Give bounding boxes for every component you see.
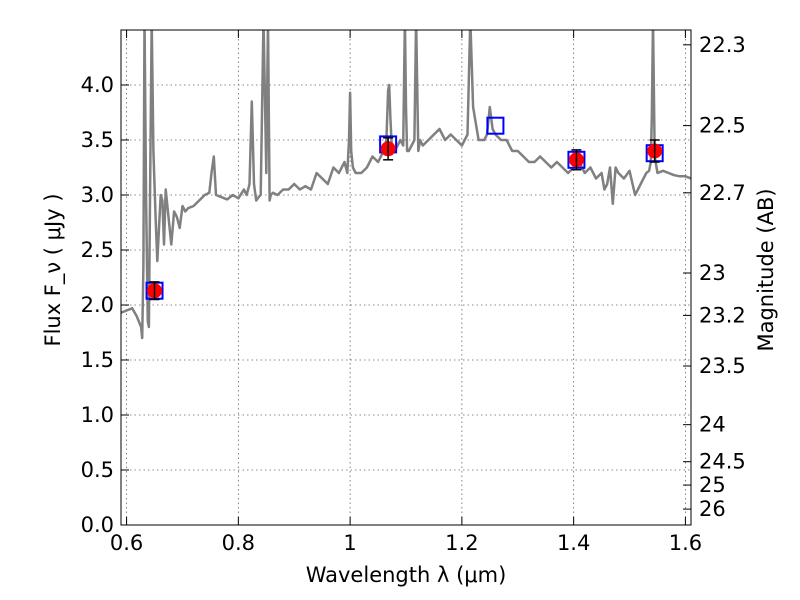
y2-tick-label: 23.2 [699,303,746,327]
y2-axis-title: Magnitude (AB) [754,188,778,351]
y-tick-label: 0.5 [81,458,114,482]
x-tick-label: 1.4 [557,531,590,555]
y-tick-label: 3.0 [81,183,114,207]
y-tick-label: 1.5 [81,348,114,372]
y2-tick-label: 24.5 [699,450,746,474]
y2-tick-label: 25 [699,473,726,497]
y2-tick-label: 26 [699,497,726,521]
x-axis-title: Wavelength λ (μm) [306,563,507,587]
x-tick-label: 1 [343,531,356,555]
plot-frame [120,29,692,526]
y-tick-label: 4.0 [81,73,114,97]
y2-tick-label: 24 [699,413,726,437]
model-point [486,116,505,135]
spectrum-line [121,30,691,340]
x-tick-label: 0.6 [110,531,143,555]
y-tick-label: 2.0 [81,293,114,317]
y2-tick-label: 23.5 [699,354,746,378]
spectrum-layer [121,30,691,340]
y-tick-label: 1.0 [81,403,114,427]
y-axis-title: Flux F_ν ( μJy ) [41,193,66,346]
y-axis: 0.0 0.5 1.0 1.5 2.0 2.5 3.0 3.5 4.0 [81,73,129,537]
y-tick-label: 3.5 [81,128,114,152]
points-layer [145,116,664,301]
x-tick-label: 0.8 [222,531,255,555]
x-axis: 0.6 0.8 1 1.2 1.4 1.6 [110,30,702,555]
y2-tick-label: 22.3 [699,33,746,57]
y2-tick-label: 22.7 [699,181,746,205]
y-tick-label: 0.0 [81,513,114,537]
y2-tick-label: 22.5 [699,114,746,138]
x-tick-label: 1.6 [669,531,702,555]
y2-tick-label: 23 [699,261,726,285]
x-tick-label: 1.2 [445,531,478,555]
y-tick-label: 2.5 [81,238,114,262]
